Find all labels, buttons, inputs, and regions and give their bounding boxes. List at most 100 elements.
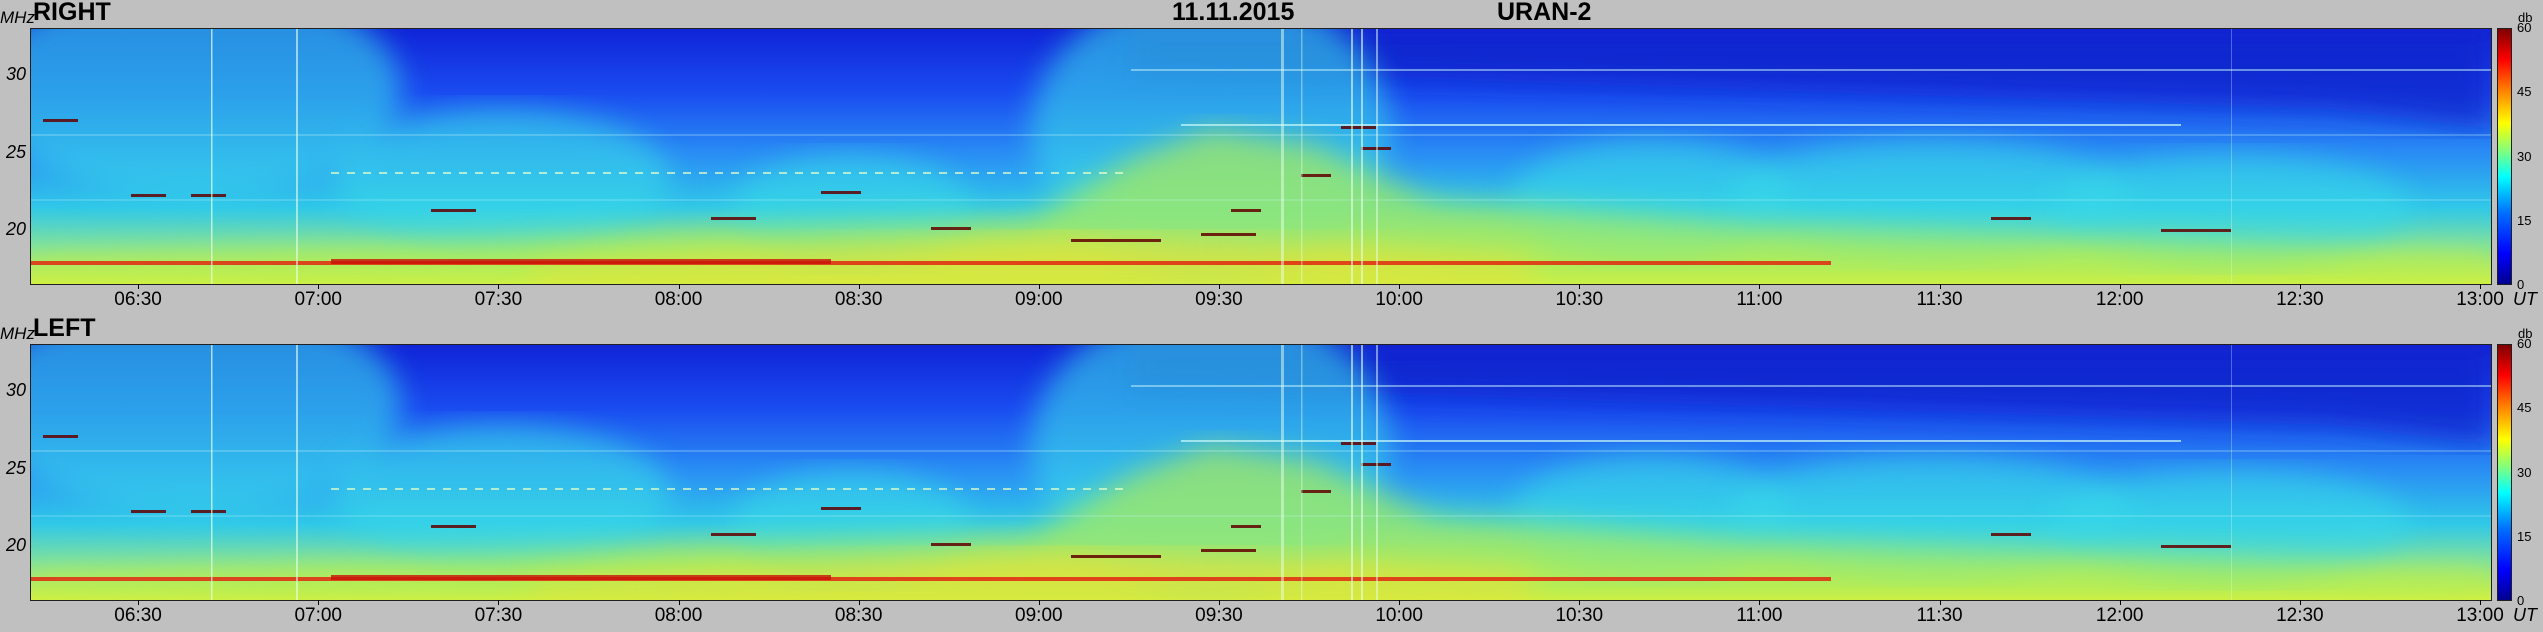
dotted-band (539, 488, 547, 490)
x-tick-mark (1038, 284, 1040, 289)
dotted-band (427, 172, 435, 174)
dotted-band (971, 488, 979, 490)
dotted-band (411, 488, 419, 490)
vertical-strip (1361, 29, 1363, 284)
interference-dash (1301, 490, 1331, 493)
x-tick-mark (2119, 284, 2121, 289)
emission-cloud (31, 29, 401, 199)
dotted-band (1051, 172, 1059, 174)
dotted-band (1035, 488, 1043, 490)
interference-dash (821, 191, 861, 194)
interference-line (331, 259, 831, 264)
x-tick-mark (1218, 600, 1220, 605)
vertical-strip (211, 29, 213, 284)
dotted-band (859, 172, 867, 174)
x-tick-mark (1579, 284, 1581, 289)
spectrogram-image (31, 345, 2491, 600)
dotted-band (923, 172, 931, 174)
dotted-band (875, 488, 883, 490)
dotted-band (923, 488, 931, 490)
polarization-label: RIGHT (33, 0, 111, 26)
dotted-band (683, 172, 691, 174)
colorbar-unit: db (2518, 326, 2533, 341)
x-tick-label: 10:30 (1555, 605, 1604, 626)
dotted-band (843, 488, 851, 490)
spectrogram-panel-left: LEFT MHz db UT 06:30 07:00 07:30 08:00 08:30… (0, 314, 2543, 632)
dotted-band (443, 488, 451, 490)
x-tick-label: 12:30 (2276, 605, 2324, 626)
dotted-band (859, 488, 867, 490)
interference-dash (2161, 545, 2231, 548)
colorbar-tick-label: 60 (2517, 20, 2532, 35)
dotted-band (347, 172, 355, 174)
x-tick-mark (678, 600, 680, 605)
dotted-band (875, 172, 883, 174)
dotted-band (491, 172, 499, 174)
dotted-band (667, 172, 675, 174)
interference-dash (131, 194, 166, 197)
dotted-band (795, 488, 803, 490)
narrowband-line (1131, 69, 2491, 71)
dotted-band (1099, 172, 1107, 174)
x-tick-mark (1939, 284, 1941, 289)
dotted-band (1003, 172, 1011, 174)
x-tick-mark (1399, 600, 1401, 605)
vertical-strip (2231, 29, 2232, 284)
x-tick-mark (858, 600, 860, 605)
x-tick-label: 09:00 (1015, 289, 1063, 310)
colorbar-unit: db (2518, 10, 2533, 25)
dotted-band (587, 172, 595, 174)
interference-dash (1201, 233, 1256, 236)
broadband-emission (31, 445, 2491, 600)
dotted-band (667, 488, 675, 490)
dotted-band (731, 488, 739, 490)
x-tick-mark (1759, 600, 1761, 605)
spectrogram-panel-right: RIGHT 11.11.2015 URAN-2 MHz db UT 06:30 0… (0, 0, 2537, 310)
dotted-band (827, 488, 835, 490)
colorbar (2497, 28, 2512, 285)
dotted-band (651, 172, 659, 174)
dotted-band (539, 172, 547, 174)
dotted-band (555, 488, 563, 490)
interference-dash (1231, 525, 1261, 528)
x-tick-label: 13:00 (2456, 289, 2504, 310)
x-tick-label: 06:30 (114, 289, 162, 310)
x-tick-label: 09:30 (1195, 605, 1243, 626)
dotted-band (795, 172, 803, 174)
dotted-band (363, 172, 371, 174)
x-tick-label: 13:00 (2456, 605, 2504, 626)
dotted-band (1083, 172, 1091, 174)
instrument-name: URAN-2 (1497, 0, 1592, 26)
x-tick-label: 08:00 (654, 289, 703, 310)
dotted-band (395, 488, 403, 490)
x-tick-label: 07:00 (294, 605, 342, 626)
x-tick-label: 08:30 (834, 289, 883, 310)
dotted-band (827, 172, 835, 174)
dotted-band (1067, 172, 1075, 174)
observation-date: 11.11.2015 (1172, 0, 1295, 26)
interference-line (31, 577, 1831, 581)
y-tick-label: 30 (5, 63, 26, 84)
spectrogram-plot (30, 344, 2492, 601)
interference-dash (931, 227, 971, 230)
interference-dash (711, 217, 756, 220)
dotted-band (603, 172, 611, 174)
x-tick-mark (2119, 600, 2121, 605)
quiet-band (1131, 29, 2491, 129)
x-tick-label: 10:30 (1555, 289, 1604, 310)
x-tick-mark (1038, 600, 1040, 605)
colorbar-tick-label: 60 (2517, 336, 2532, 351)
dotted-band (811, 172, 819, 174)
dotted-band (907, 172, 915, 174)
interference-dash (2161, 229, 2231, 232)
colorbar-tick-label: 45 (2517, 400, 2532, 416)
emission-cloud (2051, 154, 2411, 264)
dotted-band (651, 488, 659, 490)
x-tick-mark (2299, 284, 2301, 289)
dotted-band (987, 172, 995, 174)
dotted-band (747, 172, 755, 174)
dotted-band (603, 488, 611, 490)
dotted-band (939, 172, 947, 174)
colorbar-tick-label: 30 (2517, 148, 2532, 164)
dotted-band (699, 172, 707, 174)
